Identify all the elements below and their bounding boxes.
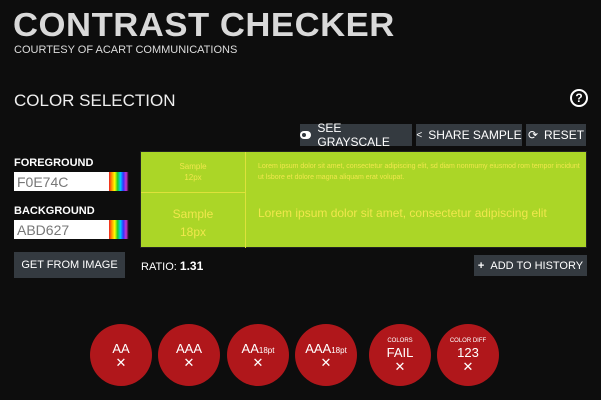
result-badge: COLORS FAIL ✕ (369, 324, 431, 386)
page-title: CONTRAST CHECKER (13, 6, 395, 43)
share-icon: < (416, 129, 423, 141)
get-from-image-button[interactable]: GET FROM IMAGE (14, 252, 125, 278)
fail-x-icon: ✕ (115, 355, 127, 370)
foreground-palette-icon[interactable] (109, 172, 129, 191)
result-main: AA (112, 341, 129, 356)
see-grayscale-button[interactable]: SEE GRAYSCALE (300, 121, 412, 149)
result-main: AA18pt (242, 341, 275, 356)
preview-large-text: Lorem ipsum dolor sit amet, consectetur … (258, 206, 547, 220)
result-label: AAA (305, 341, 332, 356)
share-sample-label: SHARE SAMPLE (428, 128, 522, 142)
plus-icon: + (477, 259, 485, 272)
result-label: AAA (175, 341, 202, 356)
add-to-history-label: ADD TO HISTORY (490, 259, 584, 272)
fail-x-icon: ✕ (394, 358, 406, 374)
result-badge: AAA ✕ (158, 324, 220, 386)
background-label: BACKGROUND (14, 205, 95, 217)
sample-small-size: 12px (184, 173, 202, 182)
add-to-history-button[interactable]: + ADD TO HISTORY (474, 255, 587, 276)
share-sample-button[interactable]: < SHARE SAMPLE (416, 124, 522, 146)
subtitle: COURTESY OF ACART COMMUNICATIONS (14, 44, 238, 56)
sample-large-label: Sample (172, 207, 214, 221)
preview-panel: Sample 12px Sample 18px Lorem ipsum dolor … (140, 151, 587, 248)
sample-small-label: Sample (179, 162, 207, 171)
result-label: 123 (457, 344, 479, 360)
help-icon[interactable]: ? (570, 89, 588, 107)
result-badge: COLOR DIFF 123 ✕ (437, 324, 499, 386)
foreground-input[interactable] (14, 172, 110, 191)
ratio-label: RATIO: (141, 261, 177, 273)
fail-x-icon: ✕ (183, 355, 195, 370)
background-palette-icon[interactable] (109, 220, 129, 239)
result-suffix: 18pt (331, 346, 347, 355)
result-main: FAIL (387, 345, 414, 360)
fail-x-icon: ✕ (252, 355, 264, 370)
fail-x-icon: ✕ (462, 358, 474, 374)
result-title: COLOR DIFF (449, 337, 487, 344)
sample-large: Sample 18px (141, 193, 246, 248)
sample-small: Sample 12px (141, 152, 246, 193)
fail-x-icon: ✕ (320, 355, 332, 370)
result-main: AAA18pt (305, 341, 347, 356)
section-title: COLOR SELECTION (14, 91, 176, 110)
result-main: 123 (457, 345, 479, 360)
sample-large-size: 18px (179, 225, 207, 239)
result-badge: AAA18pt ✕ (295, 324, 357, 386)
result-label: AA (112, 341, 130, 356)
background-input[interactable] (14, 220, 110, 239)
reset-label: RESET (544, 128, 585, 142)
result-suffix: 18pt (258, 346, 275, 355)
foreground-label: FOREGROUND (14, 157, 94, 169)
see-grayscale-label: SEE GRAYSCALE (317, 121, 390, 149)
result-label: FAIL (386, 344, 414, 360)
toggle-icon (300, 131, 312, 139)
refresh-icon: ⟳ (527, 128, 539, 142)
result-label: AA (241, 341, 259, 356)
result-badge: AA ✕ (90, 324, 152, 386)
reset-button[interactable]: ⟳ RESET (526, 124, 586, 146)
ratio-value: 1.31 (179, 259, 204, 273)
result-main: AAA (176, 341, 202, 356)
result-title: COLORS (387, 337, 413, 344)
preview-small-text: Lorem ipsum dolor sit amet, consectetur … (258, 163, 580, 181)
result-badge: AA18pt ✕ (227, 324, 289, 386)
ratio: RATIO: 1.31 (141, 259, 203, 273)
